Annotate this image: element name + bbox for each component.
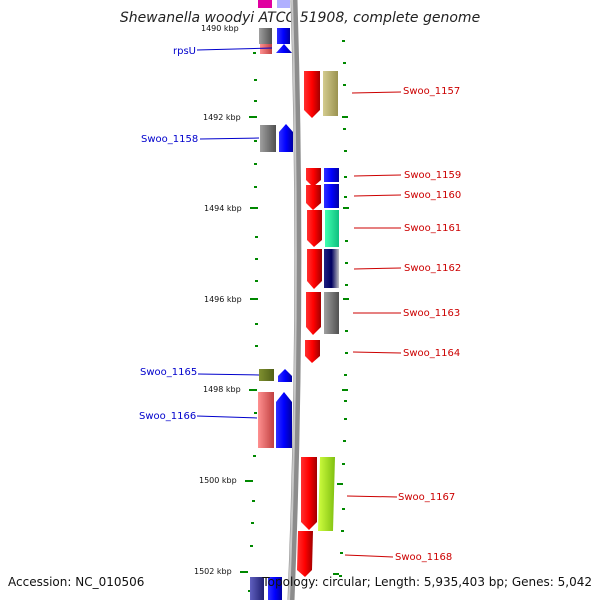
gene-label-swoo-1160[interactable]: Swoo_1160 bbox=[404, 190, 461, 201]
gene-swoo-1162-block[interactable] bbox=[307, 249, 339, 289]
kbp-label-1500: 1500 kbp bbox=[199, 476, 237, 485]
gene-label-swoo-1165[interactable]: Swoo_1165 bbox=[140, 367, 197, 378]
gene-label-swoo-1159[interactable]: Swoo_1159 bbox=[404, 170, 461, 181]
kbp-tick-1496 bbox=[250, 298, 258, 300]
gene-label-swoo-1157[interactable]: Swoo_1157 bbox=[403, 86, 460, 97]
gene-swoo-1167-block[interactable] bbox=[301, 457, 335, 531]
gene-swoo-1168-block[interactable] bbox=[297, 531, 313, 577]
kbp-tick-1502 bbox=[240, 571, 248, 573]
gene-swoo-1158-block[interactable] bbox=[260, 124, 293, 152]
kbp-tick-1498 bbox=[249, 389, 257, 391]
gene-label-rpsU[interactable]: rpsU bbox=[173, 46, 196, 57]
accession-text: Accession: NC_010506 bbox=[8, 575, 145, 589]
kbp-label-1492: 1492 kbp bbox=[203, 113, 241, 122]
bottom-partial-genes bbox=[250, 577, 282, 600]
kbp-ticks bbox=[240, 116, 349, 575]
gene-swoo-1161-block[interactable] bbox=[307, 210, 339, 247]
kbp-label-1494: 1494 kbp bbox=[204, 204, 242, 213]
left-leaders bbox=[196, 47, 273, 419]
gene-label-swoo-1158[interactable]: Swoo_1158 bbox=[141, 134, 198, 145]
kbp-tick-1492 bbox=[249, 116, 257, 118]
genome-summary-text: Topology: circular; Length: 5,935,403 bp… bbox=[262, 575, 592, 589]
kbp-tick-1494 bbox=[250, 207, 258, 209]
gene-swoo-1164-block[interactable] bbox=[305, 340, 320, 363]
gene-label-swoo-1164[interactable]: Swoo_1164 bbox=[403, 348, 460, 359]
scale-track-left bbox=[248, 52, 258, 592]
genome-backbone bbox=[287, 0, 302, 600]
kbp-label-1498: 1498 kbp bbox=[203, 385, 241, 394]
gene-label-swoo-1166[interactable]: Swoo_1166 bbox=[139, 411, 196, 422]
kbp-label-1496: 1496 kbp bbox=[204, 295, 242, 304]
gene-label-swoo-1168[interactable]: Swoo_1168 bbox=[395, 552, 452, 563]
gene-swoo-1159-1160-block[interactable] bbox=[306, 168, 339, 210]
right-leaders bbox=[344, 91, 402, 558]
kbp-tick-1500 bbox=[245, 480, 253, 482]
gene-label-swoo-1162[interactable]: Swoo_1162 bbox=[404, 263, 461, 274]
gene-label-swoo-1163[interactable]: Swoo_1163 bbox=[403, 308, 460, 319]
genome-title: Shewanella woodyi ATCC 51908, complete g… bbox=[119, 10, 481, 26]
gene-swoo-1166-block[interactable] bbox=[258, 392, 292, 448]
scale-track-right bbox=[339, 40, 348, 577]
gene-swoo-1157-block[interactable] bbox=[304, 71, 338, 118]
top-partial-genes bbox=[258, 0, 292, 54]
gene-swoo-1165-block[interactable] bbox=[259, 369, 292, 382]
gene-swoo-1163-block[interactable] bbox=[306, 292, 339, 335]
kbp-label-partial: 1490 kbp bbox=[201, 24, 239, 33]
gene-label-swoo-1167[interactable]: Swoo_1167 bbox=[398, 492, 455, 503]
gene-label-swoo-1161[interactable]: Swoo_1161 bbox=[404, 223, 461, 234]
kbp-label-1502: 1502 kbp bbox=[194, 567, 232, 576]
